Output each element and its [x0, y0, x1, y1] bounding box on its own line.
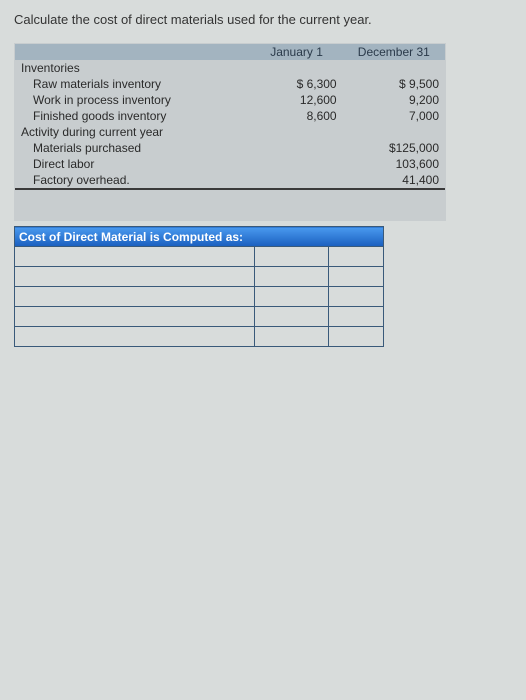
comp-row	[15, 307, 384, 327]
comp-cell[interactable]	[328, 267, 383, 287]
comp-cell[interactable]	[15, 247, 255, 267]
section-activity: Activity during current year	[15, 124, 445, 140]
factory-overhead-label: Factory overhead.	[15, 172, 250, 189]
comp-cell[interactable]	[254, 247, 328, 267]
main-data-table: January 1 December 31 Inventories Raw ma…	[15, 44, 445, 190]
comp-cell[interactable]	[15, 327, 255, 347]
row-finished: Finished goods inventory 8,600 7,000	[15, 108, 445, 124]
row-materials-purchased: Materials purchased $125,000	[15, 140, 445, 156]
comp-header-row: Cost of Direct Material is Computed as:	[15, 227, 384, 247]
comp-cell[interactable]	[15, 307, 255, 327]
header-december: December 31	[343, 44, 445, 60]
finished-dec: 7,000	[343, 108, 445, 124]
comp-row	[15, 267, 384, 287]
wip-jan: 12,600	[250, 92, 342, 108]
row-factory-overhead: Factory overhead. 41,400	[15, 172, 445, 189]
comp-cell[interactable]	[328, 247, 383, 267]
comp-row	[15, 287, 384, 307]
comp-cell[interactable]	[254, 287, 328, 307]
materials-purchased-label: Materials purchased	[15, 140, 250, 156]
comp-cell[interactable]	[15, 267, 255, 287]
direct-labor-dec: 103,600	[343, 156, 445, 172]
section-inventories: Inventories	[15, 60, 445, 76]
main-data-table-wrapper: January 1 December 31 Inventories Raw ma…	[14, 43, 446, 221]
inventories-label: Inventories	[15, 60, 250, 76]
page-title: Calculate the cost of direct materials u…	[14, 12, 512, 27]
finished-jan: 8,600	[250, 108, 342, 124]
header-january: January 1	[250, 44, 342, 60]
row-direct-labor: Direct labor 103,600	[15, 156, 445, 172]
comp-row	[15, 327, 384, 347]
comp-cell[interactable]	[328, 287, 383, 307]
comp-cell[interactable]	[254, 267, 328, 287]
comp-cell[interactable]	[328, 307, 383, 327]
table-header-row: January 1 December 31	[15, 44, 445, 60]
materials-purchased-dec: $125,000	[343, 140, 445, 156]
header-empty	[15, 44, 250, 60]
comp-cell[interactable]	[328, 327, 383, 347]
comp-table-header: Cost of Direct Material is Computed as:	[15, 227, 384, 247]
row-raw-materials: Raw materials inventory $ 6,300 $ 9,500	[15, 76, 445, 92]
activity-label: Activity during current year	[15, 124, 250, 140]
factory-overhead-dec: 41,400	[343, 172, 445, 189]
computation-table: Cost of Direct Material is Computed as:	[14, 226, 384, 347]
wip-dec: 9,200	[343, 92, 445, 108]
comp-cell[interactable]	[15, 287, 255, 307]
finished-label: Finished goods inventory	[15, 108, 250, 124]
raw-materials-label: Raw materials inventory	[15, 76, 250, 92]
comp-cell[interactable]	[254, 307, 328, 327]
direct-labor-label: Direct labor	[15, 156, 250, 172]
raw-materials-dec: $ 9,500	[343, 76, 445, 92]
comp-cell[interactable]	[254, 327, 328, 347]
wip-label: Work in process inventory	[15, 92, 250, 108]
raw-materials-jan: $ 6,300	[250, 76, 342, 92]
row-wip: Work in process inventory 12,600 9,200	[15, 92, 445, 108]
comp-row	[15, 247, 384, 267]
